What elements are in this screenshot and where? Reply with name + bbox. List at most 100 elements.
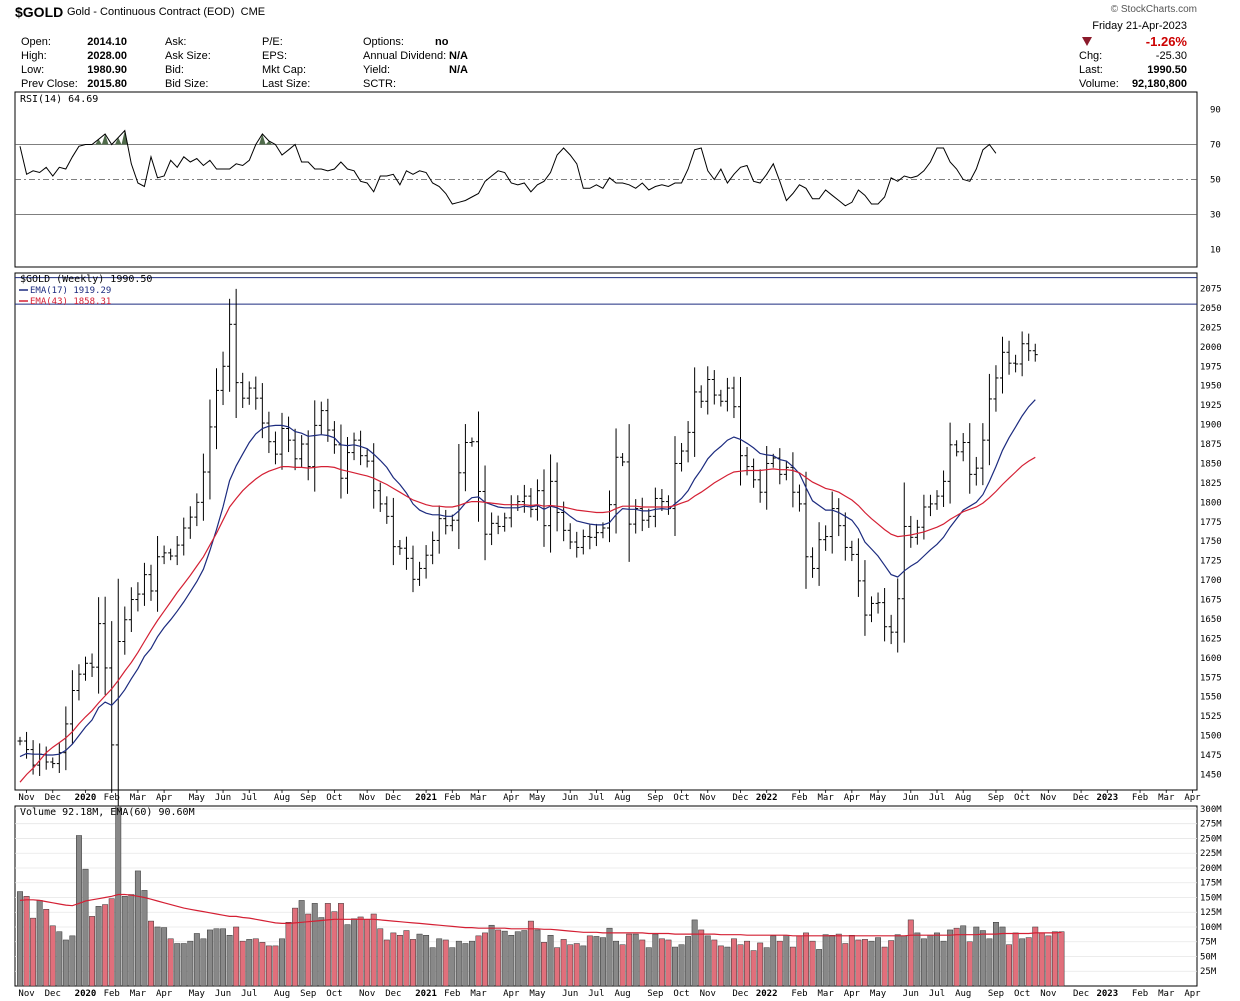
- volume-x-label: Mar: [818, 989, 835, 999]
- volume-bar: [586, 935, 593, 987]
- volume-bar: [207, 929, 213, 987]
- ohlc-bar: [711, 370, 717, 405]
- volume-tick-label: 225M: [1200, 849, 1222, 859]
- volume-bar: [193, 933, 200, 987]
- price-x-label: Mar: [1158, 793, 1175, 803]
- volume-bar: [43, 909, 50, 987]
- rsi-legend: RSI(14) 64.69: [20, 94, 98, 105]
- volume-bar: [862, 939, 868, 987]
- volume-bar: [619, 944, 626, 987]
- price-tick-label: 1575: [1200, 673, 1222, 683]
- volume-x-label: Feb: [444, 989, 460, 999]
- volume-bar: [711, 939, 718, 987]
- volume-x-label: Apr: [503, 989, 520, 999]
- price-x-label: Sep: [300, 793, 316, 803]
- ohlc-bar: [993, 365, 999, 412]
- eps-label: EPS:: [262, 50, 288, 62]
- volume-bar: [842, 943, 849, 987]
- volume-bar: [383, 939, 390, 987]
- volume-x-label: May: [189, 989, 206, 999]
- price-tick-label: 1625: [1200, 634, 1222, 644]
- volume-x-label: Aug: [955, 989, 971, 999]
- price-x-label: Aug: [274, 793, 290, 803]
- ohlc-bar: [83, 656, 88, 681]
- volume-x-label: Jul: [929, 989, 945, 999]
- ohlc-bar: [397, 540, 403, 555]
- volume-bar: [514, 931, 521, 987]
- ohlc-bar: [757, 469, 763, 503]
- volume-bar: [226, 934, 233, 987]
- ohlc-bar: [449, 514, 455, 532]
- volume-bar: [691, 919, 698, 987]
- ohlc-bar: [1000, 336, 1005, 394]
- volume-bar: [1025, 937, 1032, 987]
- volume-bar: [30, 917, 37, 987]
- volume-bar: [344, 924, 351, 987]
- volume-bar: [76, 835, 82, 987]
- volume-bar: [920, 938, 927, 987]
- ohlc-bar: [973, 456, 979, 486]
- price-x-label: 2023: [1096, 793, 1118, 803]
- rsi-line: [19, 129, 997, 207]
- volume-bar: [23, 896, 30, 987]
- volume-bar: [436, 938, 443, 987]
- volume-bar: [442, 939, 449, 987]
- volume-x-label: Nov: [18, 989, 34, 999]
- volume-bar: [652, 933, 659, 987]
- volume-bar: [56, 931, 63, 987]
- volume-x-label: 2023: [1096, 989, 1118, 999]
- volume-x-label: Nov: [359, 989, 375, 999]
- volume-tick-label: 50M: [1200, 952, 1217, 962]
- volume-bar: [423, 934, 430, 987]
- volume-bar: [613, 940, 619, 987]
- price-x-label: Mar: [130, 793, 147, 803]
- price-x-label: Dec: [1073, 793, 1089, 803]
- price-x-label: Jun: [562, 793, 578, 803]
- price-x-label: Jul: [241, 793, 257, 803]
- ohlc-bar: [1006, 340, 1012, 375]
- volume-bar: [62, 939, 69, 987]
- ohlc-bar: [646, 508, 652, 528]
- price-tick-label: 1600: [1200, 654, 1222, 664]
- ohlc-bar: [947, 422, 953, 504]
- ohlc-bar: [469, 437, 475, 447]
- ohlc-bar: [417, 561, 423, 586]
- volume-bar: [95, 906, 102, 987]
- volume-bar: [364, 919, 371, 987]
- ohlc-bar: [705, 366, 711, 415]
- prev-close-value: 2015.80: [87, 78, 127, 90]
- bid-size-label: Bid Size:: [165, 78, 209, 90]
- ohlc-bar: [102, 596, 108, 695]
- price-tick-label: 2000: [1200, 343, 1222, 353]
- volume-bar: [213, 928, 220, 987]
- ohlc-bar: [227, 298, 233, 392]
- ema17-line: [19, 399, 1036, 758]
- low-label: Low:: [21, 64, 45, 76]
- price-x-label: Aug: [955, 793, 971, 803]
- volume-x-label: 2020: [75, 989, 97, 999]
- open-value: 2014.10: [87, 36, 127, 48]
- ohlc-bar: [842, 512, 848, 561]
- volume-bar: [632, 933, 639, 987]
- volume-x-label: May: [870, 989, 887, 999]
- price-x-label: Feb: [791, 793, 807, 803]
- price-x-label: Nov: [18, 793, 34, 803]
- price-x-label: 2022: [756, 793, 778, 803]
- volume-bar: [469, 940, 475, 987]
- price-x-label: Aug: [614, 793, 630, 803]
- volume-bar: [259, 942, 266, 987]
- ohlc-bar: [1032, 343, 1038, 362]
- volume-bar: [390, 932, 397, 987]
- volume-x-label: 2021: [415, 989, 437, 999]
- volume-bar: [953, 927, 960, 987]
- ohlc-bar: [351, 432, 357, 461]
- ohlc-bar: [495, 515, 501, 535]
- price-x-label: Feb: [444, 793, 460, 803]
- volume-x-label: Feb: [791, 989, 807, 999]
- price-x-label: Oct: [673, 793, 689, 803]
- ohlc-bar: [561, 501, 567, 542]
- volume-bar: [940, 940, 947, 987]
- rsi-overbought-fill: [95, 130, 273, 145]
- ohlc-bar: [384, 496, 390, 524]
